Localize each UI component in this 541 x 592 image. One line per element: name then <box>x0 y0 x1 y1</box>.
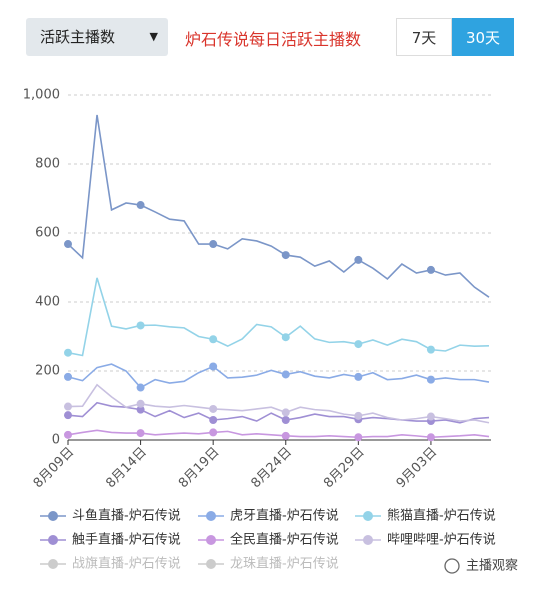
x-tick-label: 8月09日 <box>31 445 78 492</box>
series-marker <box>209 415 218 424</box>
series-line <box>67 277 490 357</box>
series-marker <box>354 372 363 381</box>
x-tick-label: 9月03日 <box>394 445 441 492</box>
range-button[interactable]: 30天 <box>452 18 514 56</box>
dropdown-arrow: ▼ <box>149 30 158 43</box>
watermark-icon <box>444 558 460 574</box>
series-marker <box>209 428 218 437</box>
series-marker <box>426 433 435 442</box>
series-marker <box>136 429 145 438</box>
legend-marker <box>48 535 58 545</box>
series-marker <box>354 255 363 264</box>
x-tick-label: 8月19日 <box>176 445 223 492</box>
series-marker <box>281 370 290 379</box>
legend-marker <box>48 559 58 569</box>
legend-item[interactable]: 斗鱼直播-炉石传说 <box>40 508 181 524</box>
series-marker <box>354 411 363 420</box>
series-marker <box>209 335 218 344</box>
series-marker <box>281 415 290 424</box>
y-tick-label: 200 <box>35 364 60 379</box>
legend-marker <box>206 511 216 521</box>
legend-label: 熊猫直播-炉石传说 <box>387 508 496 524</box>
y-tick-label: 800 <box>35 157 60 172</box>
legend-item[interactable]: 虎牙直播-炉石传说 <box>198 509 339 524</box>
legend-marker <box>363 535 373 545</box>
series-marker <box>136 383 145 392</box>
legend-label: 战旗直播-炉石传说 <box>72 556 181 572</box>
series-marker <box>209 362 218 371</box>
series-marker <box>426 265 435 274</box>
series-marker <box>64 348 72 357</box>
legend-item[interactable]: 全民直播-炉石传说 <box>198 532 339 548</box>
y-tick-label: 600 <box>35 226 60 241</box>
metric-dropdown[interactable]: 活跃主播数 ▼ <box>26 18 168 56</box>
series-marker <box>281 333 290 342</box>
legend-label: 全民直播-炉石传说 <box>230 532 339 548</box>
series-marker <box>281 408 290 417</box>
series-marker <box>136 399 145 408</box>
legend-label: 虎牙直播-炉石传说 <box>230 509 339 524</box>
series-marker <box>64 240 72 249</box>
x-tick-label: 8月24日 <box>249 445 296 492</box>
y-tick-label: 0 <box>52 433 60 448</box>
series-marker <box>136 321 145 330</box>
legend-item[interactable]: 熊猫直播-炉石传说 <box>355 508 496 524</box>
legend-item[interactable]: 龙珠直播-炉石传说 <box>198 557 339 572</box>
chart-title: 炉石传说每日活跃主播数 <box>185 30 362 49</box>
legend-marker <box>206 559 216 569</box>
legend-marker <box>206 535 216 545</box>
legend-item[interactable]: 触手直播-炉石传说 <box>40 533 181 548</box>
legend-label: 触手直播-炉石传说 <box>72 533 181 548</box>
dropdown-label: 活跃主播数 <box>40 28 116 46</box>
series-marker <box>354 433 363 442</box>
legend-marker <box>363 511 373 521</box>
watermark: 主播观察 <box>466 559 518 574</box>
series-marker <box>64 402 72 411</box>
legend-item[interactable]: 哔哩哔哩-炉石传说 <box>355 533 496 548</box>
series-marker <box>64 372 72 381</box>
legend-item[interactable]: 战旗直播-炉石传说 <box>40 556 181 572</box>
series-marker <box>64 430 72 439</box>
series-marker <box>281 251 290 260</box>
range-button[interactable]: 7天 <box>396 18 452 56</box>
series-marker <box>281 431 290 440</box>
series-marker <box>426 375 435 384</box>
series-marker <box>136 201 145 210</box>
legend-label: 斗鱼直播-炉石传说 <box>72 508 181 524</box>
x-tick-label: 8月29日 <box>321 445 368 492</box>
y-tick-label: 400 <box>35 295 60 310</box>
series-marker <box>426 345 435 354</box>
series-line <box>67 429 490 439</box>
legend-marker <box>48 511 58 521</box>
legend-label: 哔哩哔哩-炉石传说 <box>387 533 496 548</box>
x-tick-label: 8月14日 <box>103 445 150 492</box>
y-tick-label: 1,000 <box>23 88 60 103</box>
series-marker <box>426 412 435 421</box>
legend-label: 龙珠直播-炉石传说 <box>230 557 339 572</box>
series-marker <box>209 240 218 249</box>
series-marker <box>64 411 72 420</box>
series-line <box>67 114 490 298</box>
range-buttons: 7天 30天 <box>396 18 514 56</box>
series-marker <box>209 404 218 413</box>
series-line <box>67 363 490 389</box>
series-marker <box>354 340 363 349</box>
series-marker <box>136 405 145 414</box>
